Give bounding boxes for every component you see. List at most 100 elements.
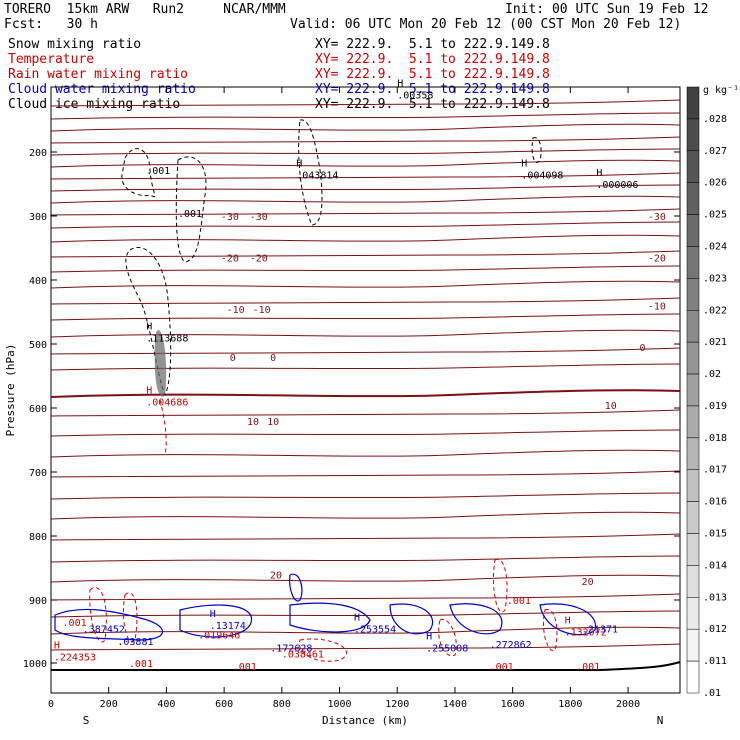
x-tick-label: 800: [273, 699, 291, 710]
temperature-contour: [50, 555, 681, 563]
x-tick-label: 0: [48, 699, 54, 710]
y-tick-label: 300: [29, 212, 47, 223]
extremum-value: .004686: [146, 398, 188, 409]
snow-contour: [125, 247, 172, 397]
legend-rain-label: Rain water mixing ratio: [8, 67, 189, 82]
snow-contours: [121, 119, 542, 397]
colorbar-swatch: [686, 278, 700, 311]
temperature-contour: [50, 123, 681, 132]
y-tick-label: 500: [29, 340, 47, 351]
colorbar-label: .025: [703, 210, 727, 221]
x-tick-label: 2000: [616, 699, 640, 710]
colorbar-swatch: [686, 214, 700, 247]
temperature-contour: [50, 234, 681, 243]
cloud-water-contours: [54, 573, 597, 641]
colorbar-swatch: [686, 405, 700, 439]
rain-contours: [89, 399, 558, 662]
colorbar-label: .021: [703, 337, 727, 348]
temperature-label: 20: [582, 577, 594, 588]
terrain-line: [51, 661, 681, 671]
rain-contour: [89, 587, 107, 643]
legend-snow-label: Snow mixing ratio: [8, 37, 142, 52]
y-tick-label: 400: [29, 276, 47, 287]
colorbar-label: .024: [703, 241, 727, 252]
extremum-marker: H: [146, 386, 152, 397]
colorbar-swatch: [686, 310, 700, 343]
colorbar-swatch: [686, 597, 700, 630]
rain-contour: [492, 558, 508, 613]
extremum-value: .000006: [596, 180, 638, 191]
colorbar-swatch: [686, 373, 700, 407]
x-tick-label: 400: [157, 699, 175, 710]
colorbar-swatch: [686, 469, 700, 502]
temperature-label: 10: [247, 417, 259, 428]
extremum-marker: H: [296, 158, 302, 169]
cloud-water-contour: [289, 573, 303, 602]
temperature-contour: [50, 593, 681, 601]
cloud-water-contour: [449, 603, 503, 635]
temperature-label: -30: [648, 212, 666, 223]
extremum-value: .019646: [198, 631, 240, 642]
temperature-contour: [50, 389, 681, 398]
extremum-value: .038461: [282, 650, 324, 661]
x-tick-label: 1200: [385, 699, 409, 710]
colorbar-label: .011: [703, 656, 727, 667]
snow-max-shading: [154, 330, 167, 397]
colorbar-label: .028: [703, 114, 727, 125]
temperature-contour: [50, 511, 681, 520]
legend-temperature-xy: XY= 222.9. 5.1 to 222.9.149.8: [315, 52, 550, 67]
extremum-value: .255008: [426, 643, 468, 654]
legend-temperature-label: Temperature: [8, 52, 95, 67]
y-tick-label: 200: [29, 148, 47, 159]
colorbar-label: .026: [703, 178, 727, 189]
colorbar-swatch: [686, 437, 700, 470]
legend-rain-xy: XY= 222.9. 5.1 to 222.9.149.8: [315, 67, 550, 82]
extremum-value: .001: [129, 659, 153, 670]
extremum-value: .132072: [565, 628, 607, 639]
y-tick-label: 1000: [23, 659, 47, 670]
extremum-value: .113688: [146, 334, 188, 345]
extremum-value: .001: [178, 209, 202, 220]
temperature-contour: [50, 136, 681, 144]
temperature-label: -20: [221, 254, 239, 265]
colorbar-label: .015: [703, 529, 727, 540]
x-tick-label: 1000: [327, 699, 351, 710]
colorbar-label: .016: [703, 497, 727, 508]
temperature-contour: [50, 329, 681, 338]
colorbar-label: .022: [703, 305, 727, 316]
x-tick-label: 1600: [501, 699, 525, 710]
colorbar-swatch: [686, 341, 700, 375]
temperature-label: -30: [250, 212, 268, 223]
extremum-marker: H: [565, 616, 571, 627]
extremum-value: .253554: [354, 624, 396, 635]
extremum-value: .387452: [83, 624, 125, 635]
temperature-label: -30: [221, 212, 239, 223]
temperature-label: 10: [605, 401, 617, 412]
colorbar-swatch: [686, 150, 700, 183]
temperature-contour: [50, 409, 681, 417]
extremum-value: .004098: [521, 170, 563, 181]
colorbar-swatch: [686, 565, 700, 598]
extremum-value: .272862: [490, 640, 532, 651]
x-axis-ticks: 0 200 400 600 800 1000 1200 1400 1600 1800 2000: [48, 87, 640, 710]
cloud-water-contour: [389, 603, 434, 635]
extremum-value: .00358: [397, 90, 433, 101]
cloud-water-contour: [179, 604, 253, 638]
extremum-marker: H: [354, 612, 360, 623]
extremum-marker: H: [146, 322, 152, 333]
colorbar-label: .019: [703, 401, 727, 412]
temperature-contour: [50, 265, 681, 273]
extremum-value: .172628: [270, 643, 312, 654]
temperature-contour: [50, 159, 681, 168]
y-axis-label: Pressure (hPa): [4, 344, 17, 437]
rain-contour: [438, 618, 457, 657]
extremum-marker: H: [397, 78, 403, 89]
colorbar-unit: g kg⁻¹: [703, 85, 739, 96]
cloud-water-contour: [54, 608, 163, 641]
snow-contour: [298, 119, 323, 226]
temperature-label: -20: [250, 254, 268, 265]
temperature-contour: [50, 363, 681, 371]
extremum-marker: H: [521, 158, 527, 169]
extremum-value: .001: [490, 662, 514, 673]
